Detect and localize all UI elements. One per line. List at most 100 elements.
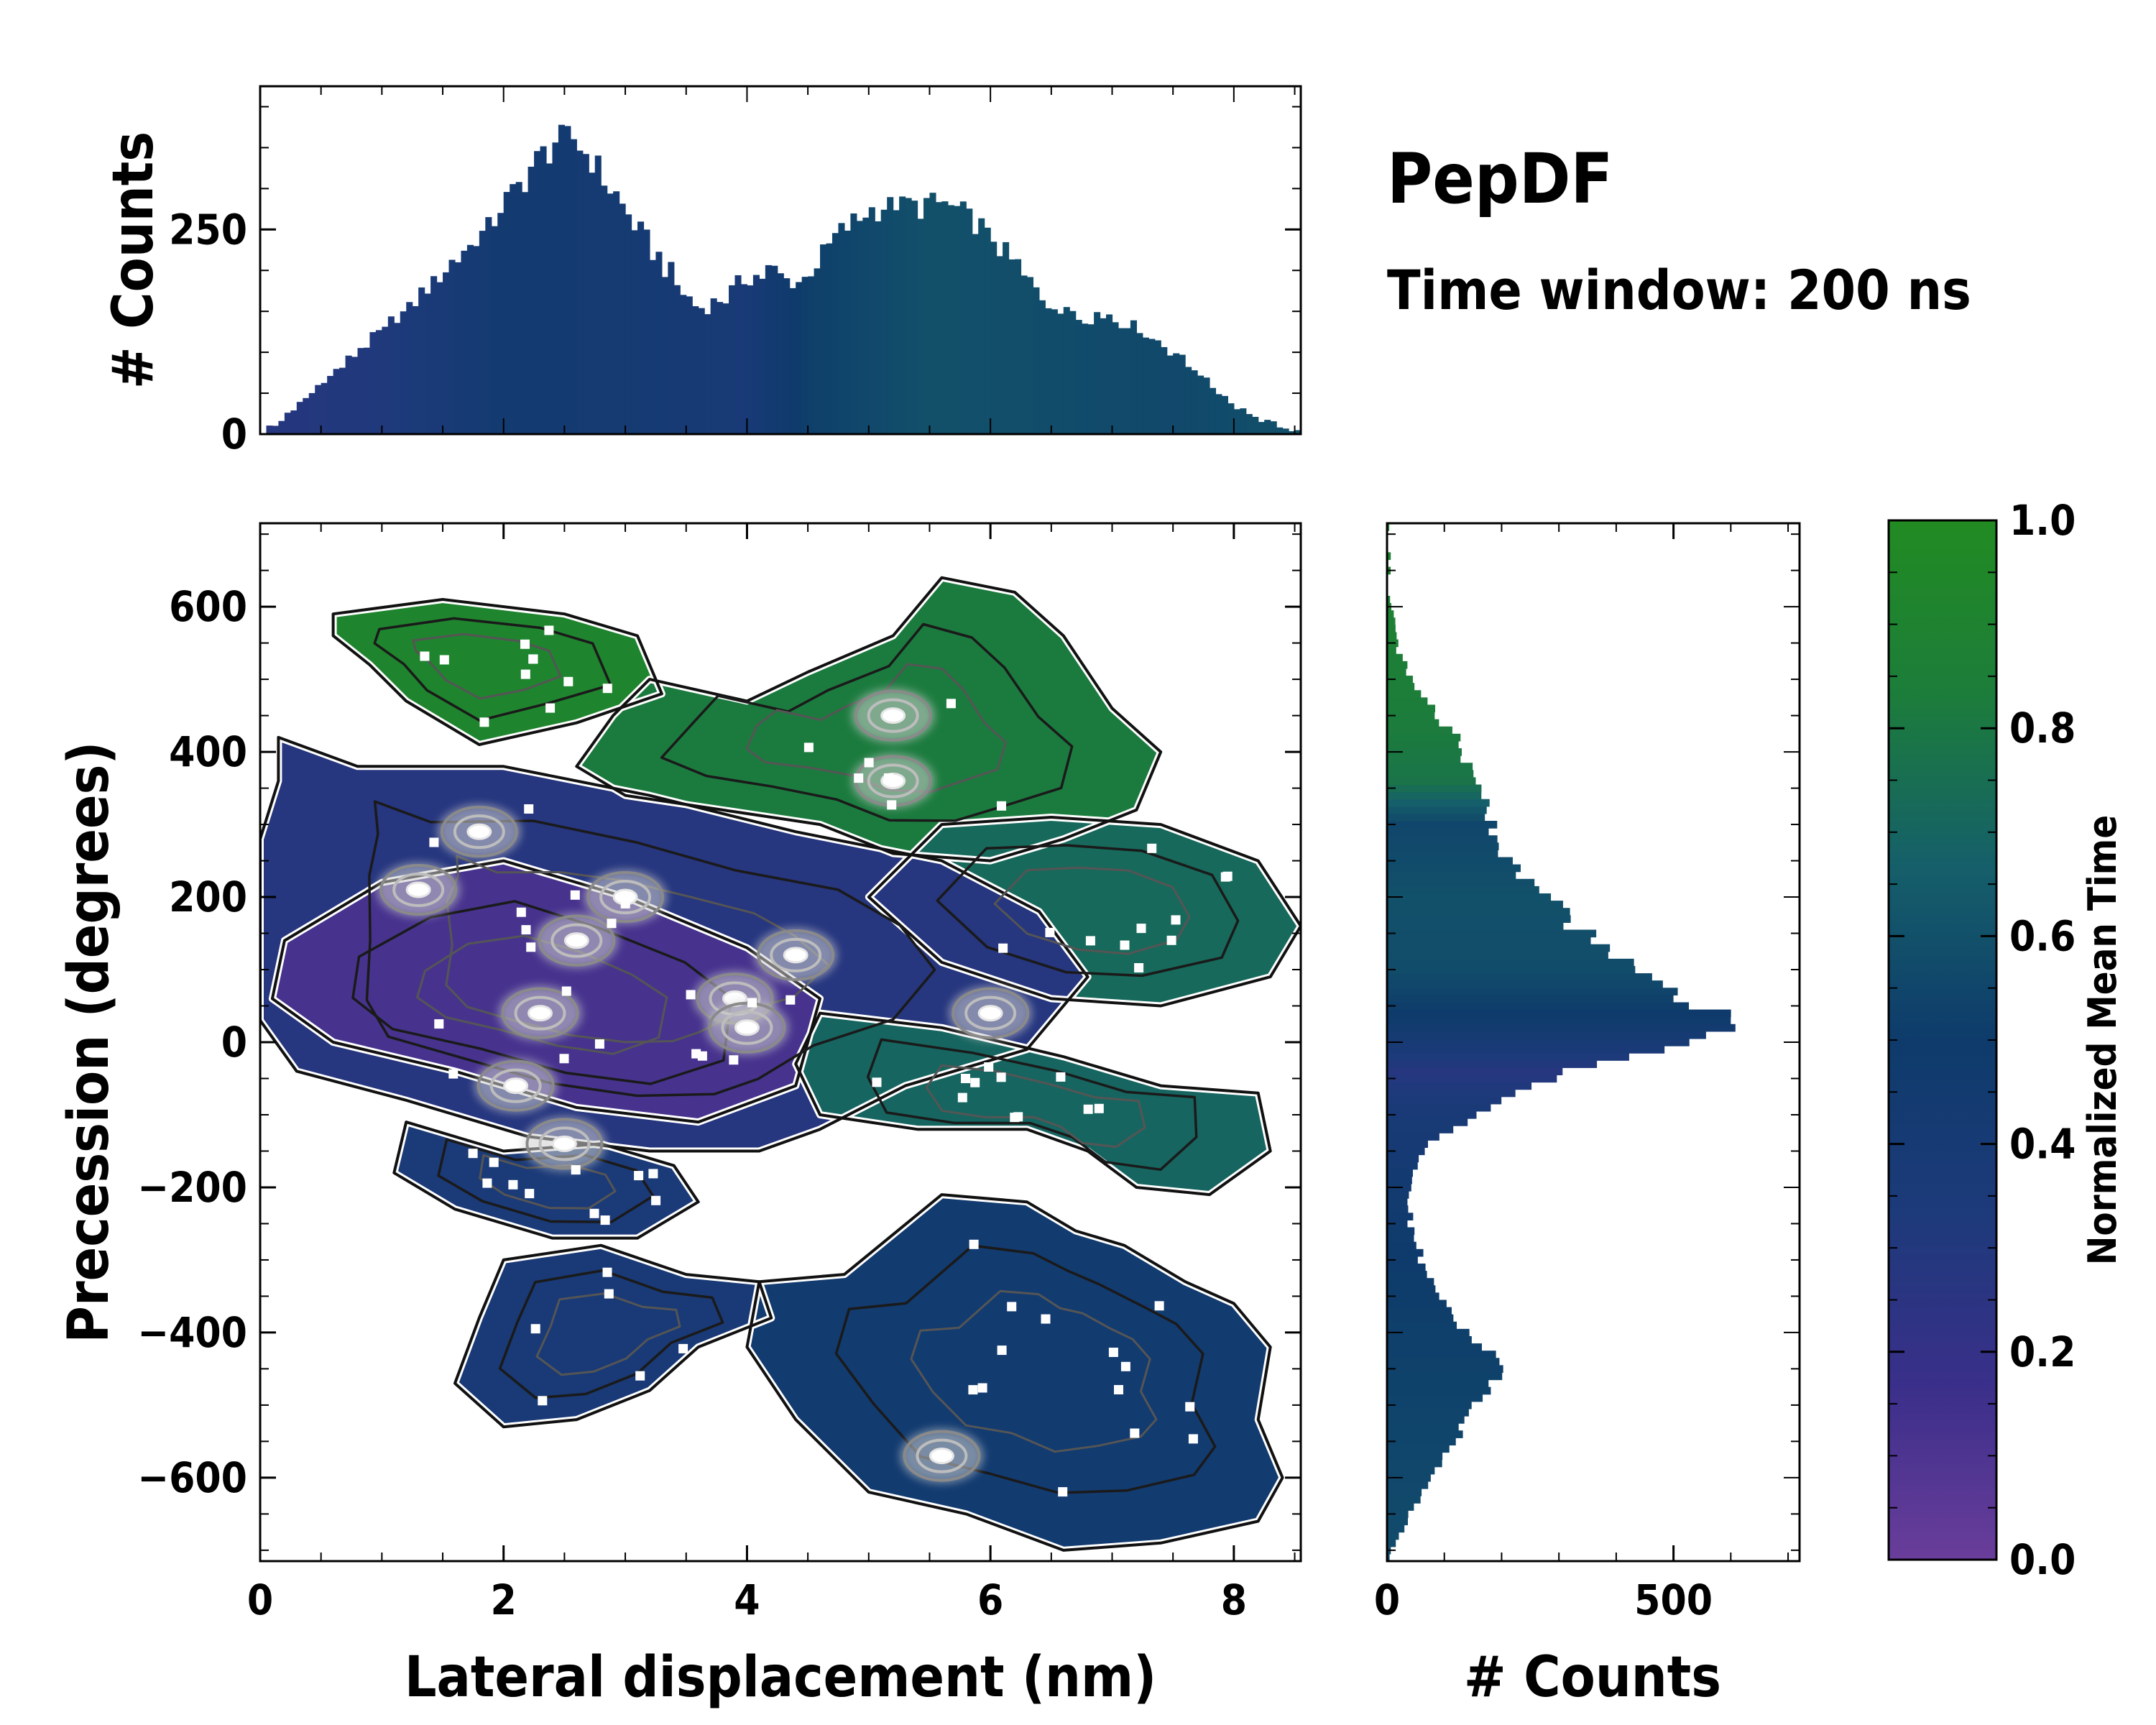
region-outline xyxy=(331,598,663,746)
right-histogram-bar xyxy=(1387,813,1485,822)
right-histogram-bar xyxy=(1387,908,1570,916)
top-histogram-bar xyxy=(369,332,377,434)
top-histogram-bar xyxy=(589,172,596,434)
top-histogram-bar xyxy=(959,201,967,434)
empty-bin xyxy=(528,654,538,664)
right-histogram-bar xyxy=(1387,1075,1557,1083)
right-histogram-bar xyxy=(1387,1292,1439,1301)
right-histogram-bar xyxy=(1387,1213,1414,1220)
right-histogram-bar xyxy=(1387,1372,1503,1381)
density-hotspot xyxy=(437,804,521,860)
empty-bin xyxy=(1114,1385,1123,1394)
right-histogram-bar xyxy=(1387,1328,1470,1337)
top-histogram-bar xyxy=(1045,308,1052,434)
empty-bin xyxy=(420,651,430,661)
top-histogram-bar xyxy=(1221,395,1228,434)
right-histogram-bar xyxy=(1387,1481,1429,1489)
right-histogram-bar xyxy=(1387,1067,1563,1076)
right-histogram-bar xyxy=(1387,871,1516,880)
top-histogram-bar xyxy=(947,205,954,434)
x-tick-label: 8 xyxy=(1221,1576,1247,1624)
right-histogram-bar xyxy=(1387,799,1490,807)
top-histogram-ticks: 0 250 xyxy=(169,86,1301,459)
top-histogram-bar xyxy=(1282,428,1289,434)
right-histogram-bar xyxy=(1387,784,1482,793)
top-histogram-bar xyxy=(1118,328,1125,434)
colorbar-tick-label: 0.8 xyxy=(2009,704,2076,753)
top-histogram-bar xyxy=(710,298,717,434)
empty-bin xyxy=(1120,1361,1130,1371)
empty-bin xyxy=(434,1019,444,1029)
top-histogram-bar xyxy=(582,154,589,434)
y-tick-label: 400 xyxy=(169,727,247,776)
right-histogram-bar xyxy=(1387,653,1403,662)
empty-bin xyxy=(482,1178,492,1188)
top-histogram-bar xyxy=(308,392,315,434)
top-histogram-bar xyxy=(759,278,766,434)
top-histogram-bar xyxy=(911,201,918,434)
right-histogram-bar xyxy=(1387,733,1461,742)
empty-bin xyxy=(968,1385,978,1395)
top-histogram-bar xyxy=(284,413,291,434)
right-histogram-bar xyxy=(1387,1205,1409,1213)
main-ylabel: Precession (degrees) xyxy=(57,742,121,1343)
top-histogram-bar xyxy=(844,230,851,434)
right-histogram-bar xyxy=(1387,1046,1665,1054)
top-histogram-bar xyxy=(443,272,450,434)
right-histogram-bar xyxy=(1387,777,1476,786)
top-histogram-bar xyxy=(339,367,346,434)
right-histogram-bar xyxy=(1387,901,1563,908)
empty-bin xyxy=(1220,872,1230,882)
top-histogram-bar xyxy=(777,273,784,434)
right-histogram-bar xyxy=(1387,1053,1629,1061)
density-hotspot xyxy=(584,870,668,925)
top-histogram-bar xyxy=(1026,277,1034,434)
top-histogram: 0 250 # Counts xyxy=(101,85,1302,459)
top-histogram-bar xyxy=(303,397,310,434)
right-histogram-bar xyxy=(1387,763,1473,770)
region-outline xyxy=(794,1011,1272,1197)
top-histogram-bar xyxy=(424,293,431,434)
right-histogram-bar xyxy=(1387,523,1390,531)
right-histogram-bar xyxy=(1387,610,1394,618)
top-histogram-bar xyxy=(729,285,736,434)
top-histogram-bar xyxy=(856,221,863,434)
right-histogram-bar xyxy=(1387,1307,1452,1315)
top-histogram-bar xyxy=(552,142,559,434)
empty-bin xyxy=(1007,1302,1017,1312)
top-histogram-bar xyxy=(1179,354,1186,434)
top-histogram-bar xyxy=(850,213,857,434)
top-histogram-bar xyxy=(382,326,389,434)
top-histogram-bar xyxy=(1191,370,1198,434)
right-histogram-bar xyxy=(1387,1335,1472,1344)
right-histogram-bar xyxy=(1387,1423,1459,1431)
region-lower-right xyxy=(747,1195,1283,1550)
top-histogram-bar xyxy=(796,282,803,434)
top-histogram-bar xyxy=(747,285,754,434)
top-histogram-bar xyxy=(1294,430,1301,434)
right-histogram-bar xyxy=(1387,661,1408,669)
top-histogram-bar xyxy=(717,302,724,434)
top-histogram-bar xyxy=(673,285,681,434)
empty-bin xyxy=(996,1072,1006,1082)
empty-bin xyxy=(448,1069,459,1079)
top-histogram-bar xyxy=(1233,409,1240,434)
top-histogram-bar xyxy=(375,330,382,434)
right-histogram-bar xyxy=(1387,1379,1489,1388)
right-histogram-bar xyxy=(1387,1321,1457,1330)
top-histogram-bar xyxy=(315,385,322,434)
top-histogram-bar xyxy=(929,193,936,434)
region-outline xyxy=(260,735,1089,1153)
top-histogram-bar xyxy=(491,226,498,434)
right-histogram-bar xyxy=(1387,1154,1419,1163)
right-histogram-bar xyxy=(1387,929,1597,938)
right-histogram-bar xyxy=(1387,791,1482,800)
right-histogram-bar xyxy=(1387,1503,1414,1511)
right-histogram-bar xyxy=(1387,646,1396,655)
top-histogram-bar xyxy=(905,198,912,434)
top-histogram-bar xyxy=(564,126,571,434)
right-histogram-bar xyxy=(1387,1489,1422,1496)
top-histogram-bar xyxy=(479,231,486,434)
right-histogram-bar xyxy=(1387,1517,1409,1526)
empty-bin xyxy=(520,669,530,679)
